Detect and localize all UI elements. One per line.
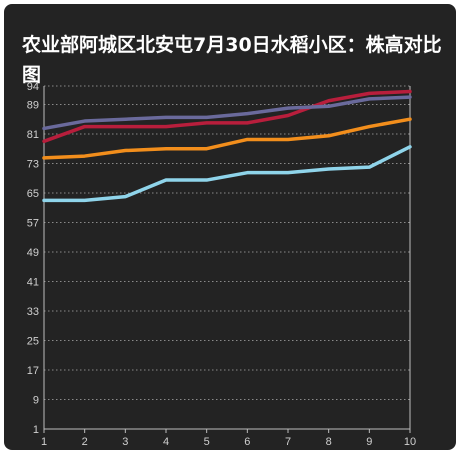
x-tick-label: 4 <box>163 436 169 448</box>
y-tick-label: 65 <box>27 188 39 200</box>
y-tick-label: 57 <box>27 217 39 229</box>
y-tick-label: 49 <box>27 247 39 259</box>
x-tick-label: 3 <box>122 436 128 448</box>
series-lines <box>42 89 412 203</box>
x-tick-label: 6 <box>244 436 250 448</box>
series-line-1 <box>42 89 412 144</box>
chart-title: 农业部阿城区北安屯7月30日水稻小区：株高对比图 <box>22 34 442 86</box>
y-tick-label: 41 <box>27 276 39 288</box>
x-tick-label: 9 <box>366 436 372 448</box>
x-tick-label: 5 <box>204 436 210 448</box>
series-line-2 <box>42 95 412 131</box>
x-tick-label: 8 <box>326 436 332 448</box>
y-tick-label: 81 <box>27 129 39 141</box>
x-tick-label: 7 <box>285 436 291 448</box>
y-tick-label: 9 <box>33 394 39 406</box>
x-tick-label: 1 <box>41 436 47 448</box>
y-tick-label: 89 <box>27 99 39 111</box>
y-tick-label: 1 <box>33 424 39 436</box>
grid-lines <box>44 85 410 430</box>
y-tick-label: 73 <box>27 158 39 170</box>
y-tick-label: 25 <box>27 335 39 347</box>
x-tick-label: 10 <box>404 436 416 448</box>
x-tick-label: 2 <box>82 436 88 448</box>
axes <box>43 86 411 433</box>
y-tick-label: 17 <box>27 365 39 377</box>
chart-panel: 农业部阿城区北安屯7月30日水稻小区：株高对比图 1 9 17 25 33 41 49 57 6… <box>4 4 456 450</box>
y-tick-label: 33 <box>27 306 39 318</box>
y-tick-label: 94 <box>27 81 39 93</box>
series-line-4 <box>42 145 412 203</box>
series-line-3 <box>42 117 412 160</box>
